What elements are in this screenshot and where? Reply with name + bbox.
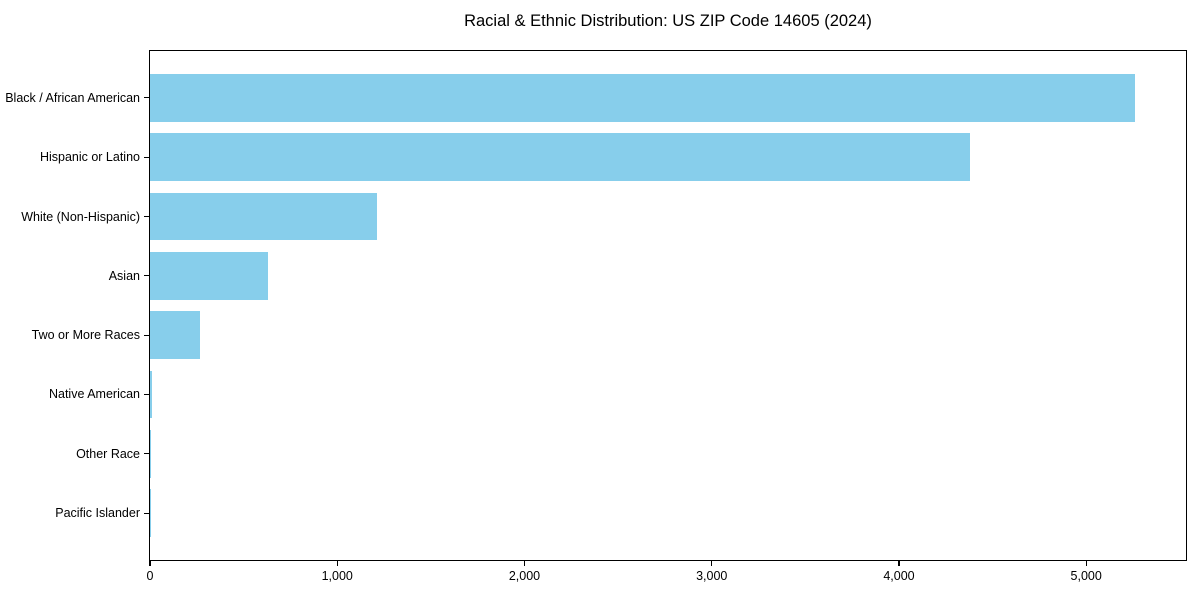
bar <box>150 74 1135 122</box>
bar <box>150 133 971 181</box>
y-axis-tick <box>144 97 150 99</box>
y-axis-tick <box>144 275 150 277</box>
chart-title: Racial & Ethnic Distribution: US ZIP Cod… <box>464 12 872 30</box>
x-tick-label: 1,000 <box>321 569 353 583</box>
y-tick-label: Native American <box>48 387 140 402</box>
x-tick-label: 3,000 <box>696 569 728 583</box>
y-axis-tick <box>144 156 150 158</box>
y-tick-label: Hispanic or Latino <box>39 150 140 165</box>
y-axis-tick <box>144 393 150 396</box>
x-axis-tick <box>523 560 526 566</box>
y-axis-tick <box>144 215 150 218</box>
bar <box>150 252 268 300</box>
y-tick-label: White (Non-Hispanic) <box>21 209 140 224</box>
y-axis-tick <box>144 512 150 514</box>
x-axis-tick <box>1085 560 1087 566</box>
bar <box>150 430 151 478</box>
y-tick-label: Black / African American <box>5 90 140 105</box>
bar <box>150 192 378 241</box>
y-axis-tick <box>144 334 150 336</box>
y-tick-label: Asian <box>108 268 140 283</box>
x-axis-tick <box>711 560 713 566</box>
bar <box>150 370 152 419</box>
y-tick-label: Other Race <box>76 446 140 461</box>
plot-area: Black / African American Hispanic or Lati… <box>5 50 1187 583</box>
y-axis-tick <box>144 453 150 455</box>
x-tick-label: 2,000 <box>508 569 541 583</box>
x-tick-label: 0 <box>146 569 154 583</box>
x-axis-tick <box>898 560 900 566</box>
y-tick-label: Two or More Races <box>31 328 140 343</box>
x-tick-label: 4,000 <box>883 569 915 583</box>
x-axis-tick <box>149 560 151 566</box>
x-axis-tick <box>336 560 338 566</box>
y-tick-label: Pacific Islander <box>55 506 140 521</box>
bar <box>150 311 200 359</box>
x-tick-label: 5,000 <box>1070 569 1102 583</box>
